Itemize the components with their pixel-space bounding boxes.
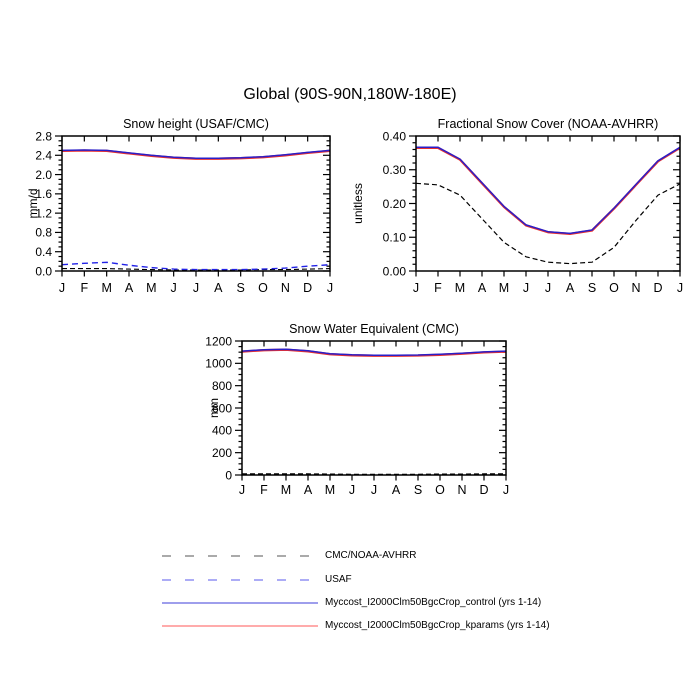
y-tick-label: 1000: [205, 357, 232, 371]
month-label: M: [101, 281, 111, 295]
legend-label: USAF: [325, 574, 352, 585]
month-label: M: [281, 483, 291, 497]
plot-frame: [61, 135, 331, 272]
month-label: N: [631, 281, 640, 295]
y-tick-label: 0.0: [35, 264, 52, 278]
y-tick-label: 0.8: [35, 226, 52, 240]
month-label: D: [303, 281, 312, 295]
month-label: M: [499, 281, 509, 295]
month-label: A: [125, 281, 134, 295]
y-tick-label: 2.0: [35, 168, 52, 182]
legend-line-dashed-black-icon: [162, 555, 318, 557]
month-label: N: [457, 483, 466, 497]
y-tick-label: 800: [212, 379, 232, 393]
month-label: J: [371, 483, 377, 497]
month-label: A: [566, 281, 575, 295]
panel-snow-height: Snow height (USAF/CMC) mm/d 0.0 0.4 0.8 1.2 1.…: [26, 117, 333, 295]
series-cmc-noaa-avhrr: [62, 268, 331, 271]
month-label: F: [260, 483, 268, 497]
month-label: F: [434, 281, 442, 295]
series-cmc-noaa-avhrr: [415, 182, 681, 265]
panel-title: Snow height (USAF/CMC): [123, 117, 269, 131]
month-label: D: [653, 281, 662, 295]
panel-snow-water-equivalent: Snow Water Equivalent (CMC) mm 0 200 400 600 8…: [205, 322, 509, 497]
legend-item-kparams: Myccost_I2000Clm50BgcCrop_kparams (yrs 1…: [162, 620, 550, 632]
month-label: J: [349, 483, 355, 497]
month-label: J: [413, 281, 419, 295]
series-myccost-i2000clm50bgccrop-kparams-yrs-1-14-: [416, 146, 681, 236]
month-label: A: [214, 281, 223, 295]
y-tick-label: 0.00: [383, 264, 407, 278]
month-label: A: [392, 483, 401, 497]
y-ticks: 0.0 0.4 0.8 1.2 1.6 2.0 2.4 2.8: [35, 129, 330, 278]
month-label: M: [146, 281, 156, 295]
month-label: S: [414, 483, 422, 497]
month-label: J: [59, 281, 65, 295]
month-label: O: [258, 281, 268, 295]
y-tick-label: 600: [212, 401, 232, 415]
page-title: Global (90S-90N,180W-180E): [243, 86, 457, 103]
month-label: M: [455, 281, 465, 295]
y-tick-label: 200: [212, 446, 232, 460]
panel-title: Fractional Snow Cover (NOAA-AVHRR): [438, 117, 659, 131]
series-myccost-i2000clm50bgccrop-control-yrs-1-14-: [61, 149, 331, 159]
series-myccost-i2000clm50bgccrop-control-yrs-1-14-: [416, 146, 681, 235]
legend-label: Myccost_I2000Clm50BgcCrop_kparams (yrs 1…: [325, 620, 550, 631]
month-label: J: [327, 281, 333, 295]
month-label: J: [677, 281, 683, 295]
month-label: J: [545, 281, 551, 295]
month-label: N: [281, 281, 290, 295]
y-tick-label: 0: [225, 468, 232, 482]
y-tick-label: 0.10: [383, 231, 407, 245]
legend-item-usaf: USAF: [162, 574, 352, 586]
y-tick-label: 1200: [205, 334, 232, 348]
month-label: A: [304, 483, 313, 497]
plot-frame: [241, 340, 507, 476]
y-tick-label: 400: [212, 424, 232, 438]
month-label: J: [193, 281, 199, 295]
month-label: J: [239, 483, 245, 497]
month-label: A: [478, 281, 487, 295]
y-tick-label: 0.20: [383, 197, 407, 211]
legend-item-cmc-noaa-avhrr: CMC/NOAA-AVHRR: [162, 550, 416, 562]
legend-item-control: Myccost_I2000Clm50BgcCrop_control (yrs 1…: [162, 597, 541, 609]
y-ticks: 0 200 400 600 800 1000 1200: [205, 334, 506, 482]
legend-label: Myccost_I2000Clm50BgcCrop_control (yrs 1…: [325, 597, 542, 608]
legend-label: CMC/NOAA-AVHRR: [325, 550, 417, 561]
month-label: J: [523, 281, 529, 295]
y-axis-label: unitless: [351, 183, 365, 224]
month-label: O: [435, 483, 445, 497]
month-label: F: [81, 281, 89, 295]
y-axis-label: mm/d: [26, 189, 40, 219]
month-label: O: [609, 281, 619, 295]
y-ticks: 0.00 0.10 0.20 0.30 0.40: [383, 129, 680, 278]
month-label: J: [503, 483, 509, 497]
y-tick-label: 2.4: [35, 149, 52, 163]
panel-fractional-snow-cover: Fractional Snow Cover (NOAA-AVHRR) unitle…: [351, 117, 683, 295]
legend-line-solid-blue-icon: [162, 602, 318, 604]
y-tick-label: 0.40: [383, 129, 407, 143]
y-axis-label: mm: [207, 398, 221, 418]
series-usaf: [61, 261, 331, 271]
y-tick-label: 0.30: [383, 163, 407, 177]
plot-frame: [415, 135, 681, 272]
month-label: J: [171, 281, 177, 295]
month-label: S: [588, 281, 596, 295]
y-tick-label: 0.4: [35, 245, 52, 259]
month-label: S: [236, 281, 244, 295]
y-tick-label: 2.8: [35, 129, 52, 143]
legend-line-dashed-blue-icon: [162, 579, 318, 581]
y-tick-label: 1.2: [35, 206, 52, 220]
panel-title: Snow Water Equivalent (CMC): [289, 322, 459, 336]
series-myccost-i2000clm50bgccrop-control-yrs-1-14-: [241, 348, 507, 356]
y-tick-label: 1.6: [35, 187, 52, 201]
legend-line-solid-red-icon: [162, 625, 318, 627]
month-label: M: [325, 483, 335, 497]
month-label: D: [479, 483, 488, 497]
